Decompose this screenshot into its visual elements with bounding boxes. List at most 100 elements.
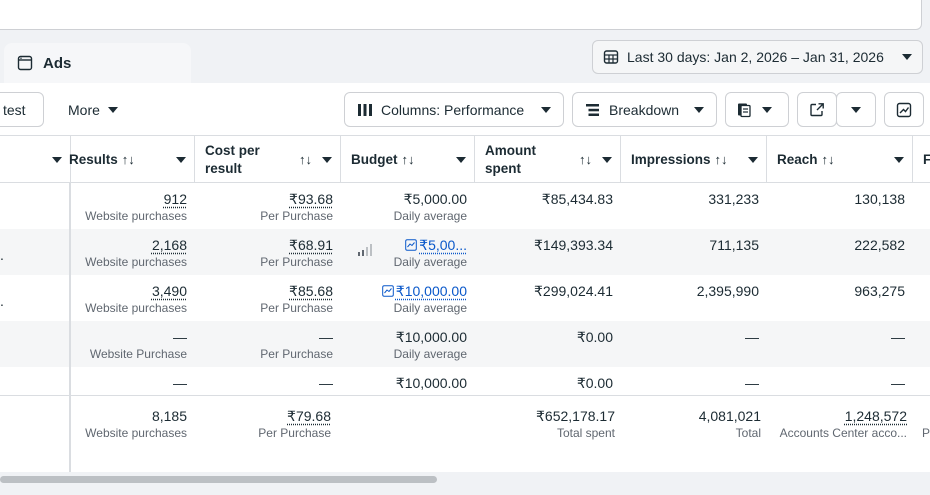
chevron-down-icon: [894, 156, 904, 163]
columns-button[interactable]: Columns: Performance: [344, 92, 564, 127]
header-name-column[interactable]: [0, 136, 71, 183]
horizontal-scrollbar[interactable]: [0, 472, 930, 495]
cost-per-result-sub: Per Purchase: [260, 301, 333, 315]
chevron-down-icon: [602, 156, 612, 163]
amount-spent-cell: ₹0.00: [475, 367, 621, 413]
chevron-down-icon: [322, 156, 332, 163]
budget-cell: ₹10,000.00: [341, 367, 475, 413]
cost-per-result-cell: ₹68.91 Per Purchase: [195, 229, 341, 275]
reach-cell: 222,582: [767, 229, 913, 275]
budget-value[interactable]: ₹5,00...: [341, 236, 467, 254]
table-row[interactable]: . 3,490 Website purchases ₹85.68 Per Purchas…: [0, 275, 930, 321]
total-impressions-cell: 4,081,021 Total: [621, 396, 767, 442]
sort-icon: ↑↓: [579, 151, 592, 167]
chevron-down-icon: [762, 106, 772, 113]
cost-per-result-value[interactable]: ₹68.91: [289, 237, 333, 253]
tab-ads[interactable]: Ads: [4, 43, 191, 83]
chevron-down-icon: [748, 156, 758, 163]
export-button[interactable]: [797, 92, 837, 127]
total-cpr-value[interactable]: ₹79.68: [287, 408, 331, 424]
header-budget[interactable]: Budget ↑↓: [341, 136, 475, 183]
total-spent-sub: Total spent: [556, 426, 615, 440]
budget-sub: Daily average: [393, 209, 467, 223]
header-budget-label: Budget: [351, 151, 398, 167]
cost-per-result-value: —: [319, 329, 333, 345]
header-next-label: F: [923, 151, 930, 167]
toolbar: test More Columns: Performance Breakdown: [0, 83, 930, 135]
total-results-sub: Website purchases: [85, 426, 187, 440]
budget-value-text: ₹5,000.00: [403, 191, 467, 207]
total-reach-value[interactable]: 1,248,572: [844, 408, 907, 424]
total-results-value: 8,185: [151, 408, 187, 424]
budget-value-text: ₹10,000.00: [395, 283, 467, 299]
breakdown-button[interactable]: Breakdown: [572, 92, 717, 127]
budget-value[interactable]: ₹10,000.00: [341, 282, 467, 300]
breakdown-button-label: Breakdown: [609, 101, 680, 118]
cost-per-result-cell: ₹85.68 Per Purchase: [195, 275, 341, 321]
cost-per-result-cell: —: [195, 367, 341, 413]
table-row[interactable]: — Website Purchase — Per Purchase ₹10,000.00…: [0, 321, 930, 367]
reach-value: —: [891, 329, 905, 345]
impressions-cell: 331,233: [621, 183, 767, 229]
header-amount-spent[interactable]: Amount spent ↑↓: [475, 136, 621, 183]
amount-spent-value: ₹299,024.41: [534, 283, 613, 299]
budget-cell: ₹10,000.00 Daily average: [341, 275, 475, 321]
impressions-value: —: [745, 375, 759, 391]
table-row[interactable]: 912 Website purchases ₹93.68 Per Purchase ₹5…: [0, 183, 930, 229]
results-value[interactable]: 2,168: [151, 237, 187, 253]
total-reach-sub: Accounts Center acco...: [779, 426, 907, 440]
header-cost-per-result-label: Cost per result: [205, 142, 260, 176]
export-dropdown-button[interactable]: [836, 92, 876, 127]
impressions-cell: 711,135: [621, 229, 767, 275]
results-value[interactable]: 912: [163, 191, 187, 207]
ads-window-icon: [17, 55, 33, 71]
impressions-cell: —: [621, 321, 767, 367]
table-row[interactable]: . 2,168 Website purchases ₹68.91 Per Purchas…: [0, 229, 930, 275]
cost-per-result-value: —: [319, 375, 333, 391]
charts-button[interactable]: [884, 92, 924, 127]
header-next-column[interactable]: F: [913, 136, 930, 183]
total-impressions-value: 4,081,021: [698, 408, 761, 424]
reach-value: —: [891, 375, 905, 391]
chevron-down-icon: [52, 156, 62, 163]
total-spent-cell: ₹652,178.17 Total spent: [475, 396, 621, 442]
scrollbar-thumb[interactable]: [0, 476, 437, 483]
budget-sub: Daily average: [393, 255, 467, 269]
cost-per-result-value[interactable]: ₹93.68: [289, 191, 333, 207]
budget-value: ₹10,000.00: [341, 374, 467, 392]
impressions-value: 711,135: [709, 237, 759, 253]
reach-value: 963,275: [854, 283, 905, 299]
table-header: Results ↑↓ Cost per result ↑↓ Budget ↑↓ …: [0, 135, 930, 183]
header-cost-per-result[interactable]: Cost per result ↑↓: [195, 136, 341, 183]
amount-spent-cell: ₹149,393.34: [475, 229, 621, 275]
chevron-down-icon: [541, 106, 551, 113]
breakdown-icon: [586, 103, 599, 116]
amount-spent-cell: ₹0.00: [475, 321, 621, 367]
table-row[interactable]: — — ₹10,000.00 ₹0.00 — —: [0, 367, 930, 413]
header-reach[interactable]: Reach ↑↓: [767, 136, 913, 183]
more-button[interactable]: More: [56, 92, 130, 127]
test-button[interactable]: test: [0, 92, 44, 127]
reach-cell: 963,275: [767, 275, 913, 321]
header-impressions[interactable]: Impressions ↑↓: [621, 136, 767, 183]
budget-cell: ₹10,000.00 Daily average: [341, 321, 475, 367]
sort-icon: ↑↓: [121, 151, 135, 167]
reports-button[interactable]: [725, 92, 789, 127]
chart-trend-icon: [896, 102, 912, 117]
sort-icon: ↑↓: [401, 151, 415, 167]
header-results[interactable]: Results ↑↓: [69, 136, 195, 183]
results-cell: —: [71, 367, 195, 413]
ads-table: Results ↑↓ Cost per result ↑↓ Budget ↑↓ …: [0, 135, 930, 472]
cost-per-result-value[interactable]: ₹85.68: [289, 283, 333, 299]
budget-value: ₹10,000.00: [341, 328, 467, 346]
row-name-ellipsis: .: [0, 293, 4, 309]
results-sub: Website Purchase: [89, 347, 187, 361]
results-value[interactable]: 3,490: [151, 283, 187, 299]
results-sub: Website purchases: [85, 301, 187, 315]
budget-value-text: ₹10,000.00: [395, 375, 467, 391]
budget-cell: ₹5,000.00 Daily average: [341, 183, 475, 229]
total-impressions-sub: Total: [735, 426, 761, 440]
date-range-button[interactable]: Last 30 days: Jan 2, 2026 – Jan 31, 2026: [592, 40, 923, 74]
amount-spent-value: ₹149,393.34: [534, 237, 613, 253]
amount-spent-value: ₹0.00: [576, 329, 613, 345]
